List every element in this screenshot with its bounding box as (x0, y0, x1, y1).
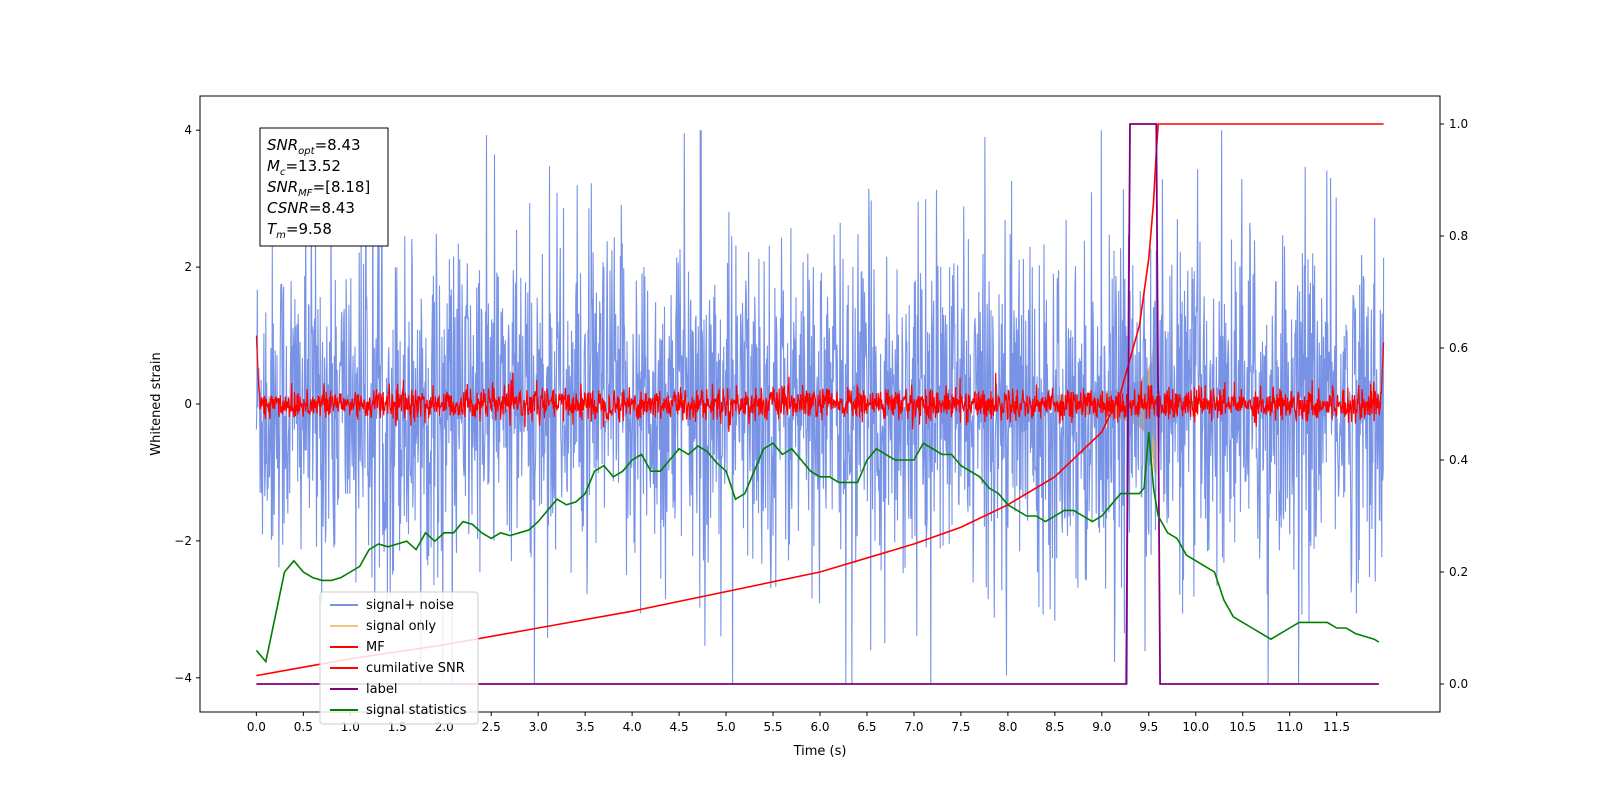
annotation-symbol: SNR (267, 136, 298, 154)
y-tick-label: 2 (184, 260, 192, 274)
annotation-subscript: m (276, 230, 286, 241)
y-tick-label: 0 (184, 397, 192, 411)
legend-label: signal only (366, 619, 436, 634)
x-tick-label: 8.0 (998, 720, 1017, 734)
x-tick-label: 3.5 (576, 720, 595, 734)
annotation-subscript: c (280, 167, 286, 178)
x-tick-label: 5.5 (763, 720, 782, 734)
legend-label: cumilative SNR (366, 661, 465, 676)
annotation-subscript: MF (298, 188, 313, 199)
series-signal-noise-line (255, 130, 1385, 685)
y-tick-label: −4 (174, 671, 192, 685)
y-axis-label: Whitened strain (149, 352, 164, 455)
x-tick-label: 11.0 (1276, 720, 1303, 734)
legend: signal+ noise signal only MF cumilative SNR… (319, 591, 479, 725)
annotation-line: CSNR=8.43 (267, 199, 355, 217)
y2-tick-label: 0.6 (1449, 341, 1468, 355)
series-signal-statistics-line (255, 431, 1380, 664)
annotation-value: =9.58 (286, 220, 332, 238)
annotation-symbol: SNR (267, 178, 298, 196)
x-tick-label: 3.0 (529, 720, 548, 734)
legend-label: signal statistics (366, 703, 467, 718)
annotation-line: SNRMF=[8.18] (267, 178, 370, 199)
x-tick-label: 0.5 (294, 720, 313, 734)
y2-tick-label: 0.0 (1449, 677, 1468, 691)
annotation-symbol: CSNR (267, 199, 309, 217)
annotation-value: =8.43 (315, 136, 361, 154)
annotation-line: SNRopt=8.43 (267, 136, 361, 157)
x-tick-label: 6.5 (857, 720, 876, 734)
annotation-frame (259, 127, 389, 247)
annotation-line: Mc=13.52 (267, 157, 341, 178)
annotation-symbol: T (267, 220, 278, 238)
y2-tick-label: 0.2 (1449, 565, 1468, 579)
x-tick-label: 9.0 (1092, 720, 1111, 734)
x-tick-label: 6.0 (810, 720, 829, 734)
x-tick-label: 0.0 (247, 720, 266, 734)
x-tick-label: 4.5 (670, 720, 689, 734)
annotation-subscript: opt (298, 146, 315, 157)
y-tick-label: −2 (174, 534, 192, 548)
x-tick-label: 2.5 (482, 720, 501, 734)
x-tick-label: 8.5 (1045, 720, 1064, 734)
series-label-line (256, 123, 1379, 685)
annotation-value: =8.43 (309, 199, 355, 217)
series-mf-line (255, 335, 1385, 432)
legend-frame (319, 591, 479, 725)
legend-label: label (366, 682, 397, 697)
legend-label: MF (366, 640, 385, 655)
y-tick-label: 4 (184, 123, 192, 137)
annotation-symbol: M (267, 157, 280, 175)
x-tick-label: 10.0 (1182, 720, 1209, 734)
x-tick-label: 7.0 (904, 720, 923, 734)
y2-tick-label: 1.0 (1449, 117, 1468, 131)
annotation-value: =[8.18] (313, 178, 371, 196)
x-tick-label: 11.5 (1323, 720, 1350, 734)
x-tick-label: 10.5 (1229, 720, 1256, 734)
x-tick-label: 5.0 (717, 720, 736, 734)
annotation-line: Tm=9.58 (267, 220, 332, 241)
legend-label: signal+ noise (366, 598, 454, 613)
snr-annotation-box: SNRopt=8.43Mc=13.52SNRMF=[8.18]CSNR=8.43… (259, 127, 389, 247)
x-tick-label: 7.5 (951, 720, 970, 734)
x-tick-label: 9.5 (1139, 720, 1158, 734)
annotation-value: =13.52 (285, 157, 341, 175)
y2-tick-label: 0.4 (1449, 453, 1468, 467)
x-axis-label: Time (s) (793, 744, 847, 759)
x-tick-label: 4.0 (623, 720, 642, 734)
y2-tick-label: 0.8 (1449, 229, 1468, 243)
